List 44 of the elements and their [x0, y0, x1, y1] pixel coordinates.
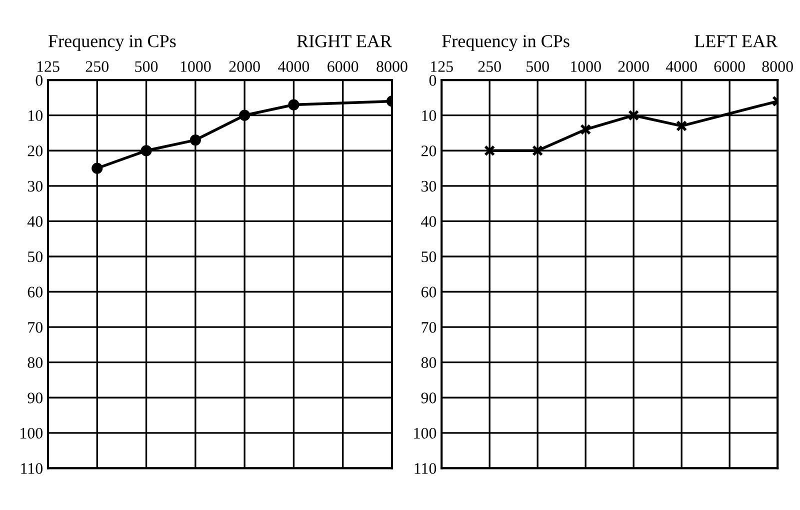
- y-tick-label: 50: [422, 251, 436, 262]
- y-tick-label: 0: [36, 74, 43, 86]
- y-tick-label: 100: [414, 428, 436, 439]
- x-tick-label: 1000: [180, 61, 211, 72]
- y-tick-label: 50: [28, 251, 43, 262]
- x-tick-label: 4000: [666, 61, 697, 72]
- x-tick-label: 500: [526, 61, 549, 72]
- y-tick-label: 40: [27, 216, 43, 227]
- x-tick-label: 125: [37, 61, 60, 72]
- x-tick-label: 6000: [714, 61, 745, 72]
- y-tick-label: 30: [422, 180, 436, 192]
- x-tick-label: 1000: [571, 61, 601, 72]
- x-tick-label: 250: [86, 61, 109, 72]
- x-tick-label: 2000: [229, 61, 260, 72]
- x-tick-label: 6000: [328, 61, 358, 72]
- y-tick-label: 110: [21, 463, 43, 474]
- y-tick-label: 0: [429, 74, 436, 86]
- y-tick-label: 30: [28, 180, 43, 192]
- x-tick-label: 250: [478, 61, 501, 72]
- y-tick-label: 90: [28, 392, 43, 404]
- y-tick-label: 20: [421, 146, 436, 156]
- y-tick-label: 40: [421, 216, 436, 227]
- x-axis-title: Frequency in CPs: [442, 35, 570, 51]
- x-tick-label: 2000: [618, 61, 649, 72]
- y-tick-label: 20: [28, 146, 43, 156]
- y-tick-label: 10: [28, 110, 43, 122]
- chart-title: LEFT EAR: [694, 35, 778, 48]
- y-tick-label: 110: [414, 463, 436, 474]
- y-tick-label: 70: [422, 322, 436, 333]
- y-tick-label: 60: [28, 286, 43, 298]
- x-tick-label: 8000: [762, 61, 793, 72]
- y-tick-label: 100: [20, 428, 43, 439]
- x-tick-label: 125: [431, 61, 453, 72]
- y-tick-label: 10: [422, 110, 436, 122]
- y-tick-label: 80: [28, 357, 43, 368]
- y-tick-label: 70: [28, 322, 43, 333]
- x-tick-label: 500: [135, 61, 158, 72]
- y-tick-label: 90: [421, 392, 436, 404]
- x-tick-label: 8000: [376, 61, 408, 72]
- y-tick-label: 80: [421, 357, 436, 368]
- y-tick-label: 60: [421, 286, 436, 298]
- x-axis-title: Frequency in CPs: [48, 35, 176, 51]
- x-tick-label: 4000: [278, 61, 310, 72]
- chart-title: RIGHT EAR: [297, 35, 392, 48]
